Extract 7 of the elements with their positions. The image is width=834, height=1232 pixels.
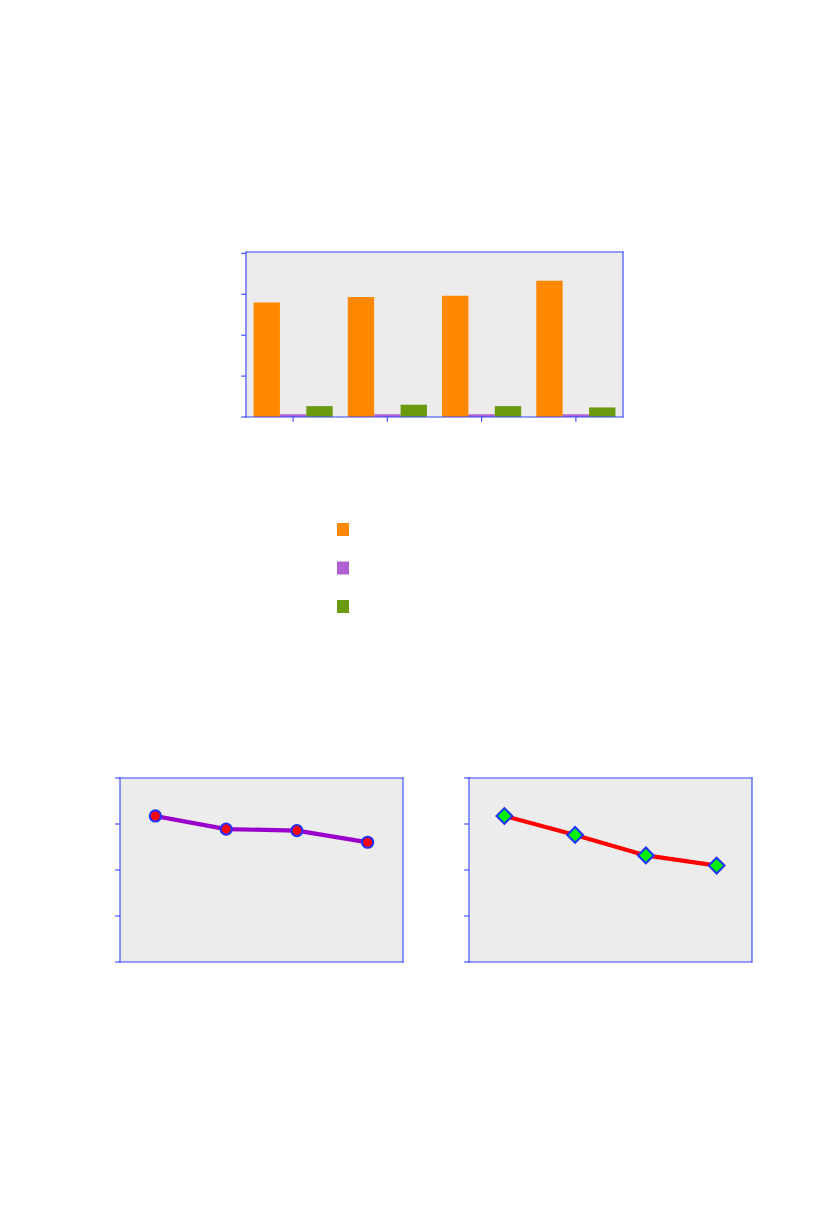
bar [306, 406, 333, 417]
bar [442, 295, 469, 417]
bar [253, 302, 280, 417]
bar [347, 297, 375, 417]
bar [589, 407, 616, 417]
bar [494, 406, 522, 417]
bar [536, 280, 563, 417]
